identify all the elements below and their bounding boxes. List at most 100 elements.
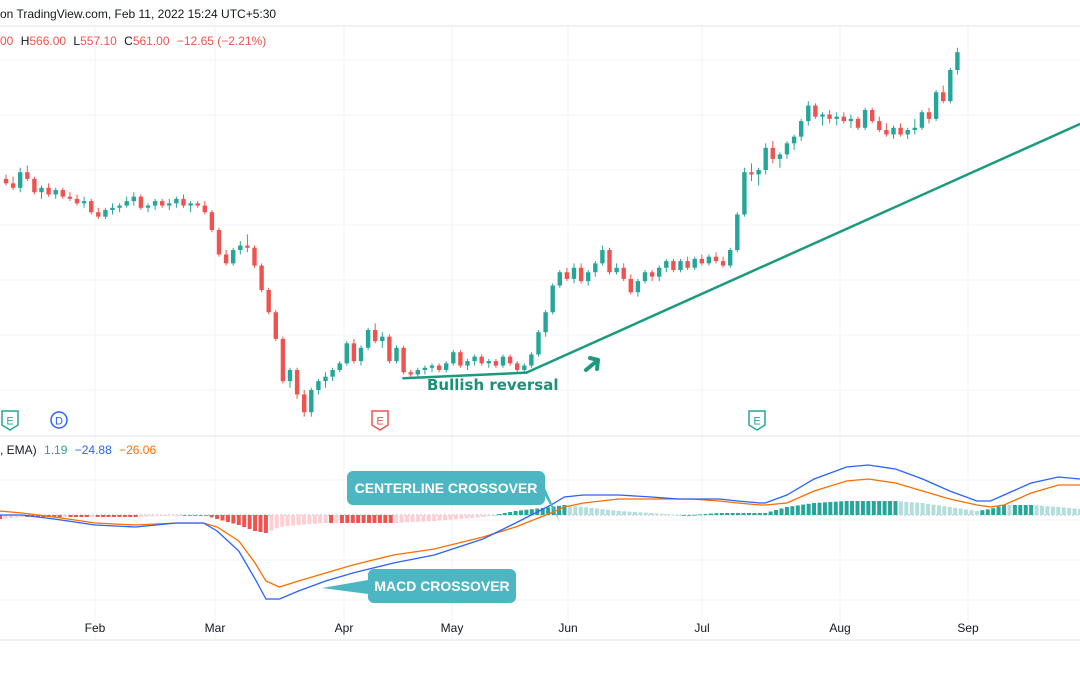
candle (806, 101, 811, 126)
histogram-bar (247, 515, 252, 529)
histogram-bar (985, 509, 990, 515)
candle (209, 210, 215, 233)
histogram-bar (833, 501, 838, 515)
histogram-bar (676, 515, 681, 516)
histogram-bar (839, 501, 844, 515)
candle-body (117, 205, 122, 208)
candle-body (209, 212, 215, 230)
candle-body (323, 376, 328, 382)
candle (96, 207, 101, 219)
histogram-bar (448, 515, 453, 520)
candle-body (401, 347, 406, 373)
histogram-bar (562, 505, 567, 515)
histogram-bar (497, 514, 502, 515)
candle (777, 152, 783, 168)
histogram-bar (1050, 506, 1055, 515)
candle (884, 123, 889, 137)
histogram-bar (19, 515, 24, 517)
ohlc-low-value: 557.10 (80, 34, 117, 48)
candle (813, 103, 818, 119)
macd-params: , EMA) (0, 443, 37, 457)
event-marker[interactable]: D (50, 411, 68, 429)
candle (720, 256, 726, 268)
histogram-bar (616, 511, 621, 515)
candle-body (791, 136, 797, 144)
histogram-bar (926, 503, 931, 515)
candle (479, 354, 484, 366)
x-tick-label: Feb (85, 621, 106, 635)
candle-body (337, 363, 342, 370)
histogram-bar (491, 515, 496, 516)
candle-body (486, 361, 491, 364)
histogram-bar (904, 501, 909, 515)
histogram-bar (334, 515, 339, 523)
histogram-bar (622, 511, 627, 515)
candle-body (614, 267, 619, 273)
candle-body (912, 127, 917, 130)
candle (380, 332, 385, 348)
candle-body (53, 190, 58, 195)
candle (955, 47, 960, 75)
histogram-bar (866, 501, 871, 515)
candle (387, 334, 392, 364)
candle (671, 258, 676, 273)
event-marker[interactable]: E (371, 410, 389, 431)
histogram-bar (594, 508, 599, 515)
candle (316, 378, 321, 395)
candle-body (160, 201, 165, 206)
candle-body (10, 183, 16, 188)
candle (145, 203, 151, 213)
candle-body (955, 52, 960, 70)
histogram-bar (187, 515, 192, 516)
candle (3, 174, 9, 186)
candle-body (664, 261, 669, 268)
candle-body (110, 207, 115, 210)
histogram-bar (1002, 505, 1007, 515)
histogram-bar (774, 510, 779, 515)
macd-panel (0, 464, 1080, 600)
candle-body (522, 365, 527, 370)
histogram-bar (166, 515, 171, 516)
event-marker[interactable]: E (748, 410, 766, 431)
candle (74, 194, 80, 206)
candle-body (848, 118, 854, 122)
histogram-bar (936, 505, 941, 515)
event-marker[interactable]: E (1, 410, 19, 431)
candle-body (96, 212, 101, 217)
histogram-bar (225, 515, 230, 522)
candle (10, 176, 16, 190)
candle (444, 361, 449, 373)
candle-body (39, 187, 44, 193)
histogram-bar (1067, 508, 1072, 515)
histogram-bar (898, 501, 903, 515)
candle (635, 278, 641, 297)
candle (770, 141, 775, 164)
histogram-bar (415, 515, 420, 522)
candle-body (167, 203, 172, 206)
candle (472, 354, 477, 366)
macd-legend: , EMA) 1.19 −24.88 −26.06 (0, 443, 156, 457)
candle (25, 165, 30, 182)
histogram-bar (725, 513, 730, 515)
histogram-bar (855, 501, 860, 515)
histogram-bar (383, 515, 388, 523)
candle (905, 127, 910, 139)
candle-body (195, 203, 200, 206)
marker-shape (1, 410, 19, 431)
histogram-bar (708, 513, 713, 515)
histogram-bar (106, 515, 111, 517)
histogram-bar (204, 515, 209, 516)
candle (401, 345, 406, 375)
histogram-bar (79, 515, 84, 517)
histogram-bar (1012, 505, 1017, 515)
candle-body (89, 201, 94, 213)
histogram-bar (736, 513, 741, 515)
candle-body (451, 352, 456, 364)
candle-body (862, 110, 868, 128)
histogram-bar (280, 515, 285, 527)
histogram-bar (209, 515, 214, 518)
histogram-bar (698, 514, 703, 516)
candle-body (855, 118, 861, 128)
histogram-bar (1056, 507, 1061, 515)
histogram-bar (556, 505, 561, 515)
